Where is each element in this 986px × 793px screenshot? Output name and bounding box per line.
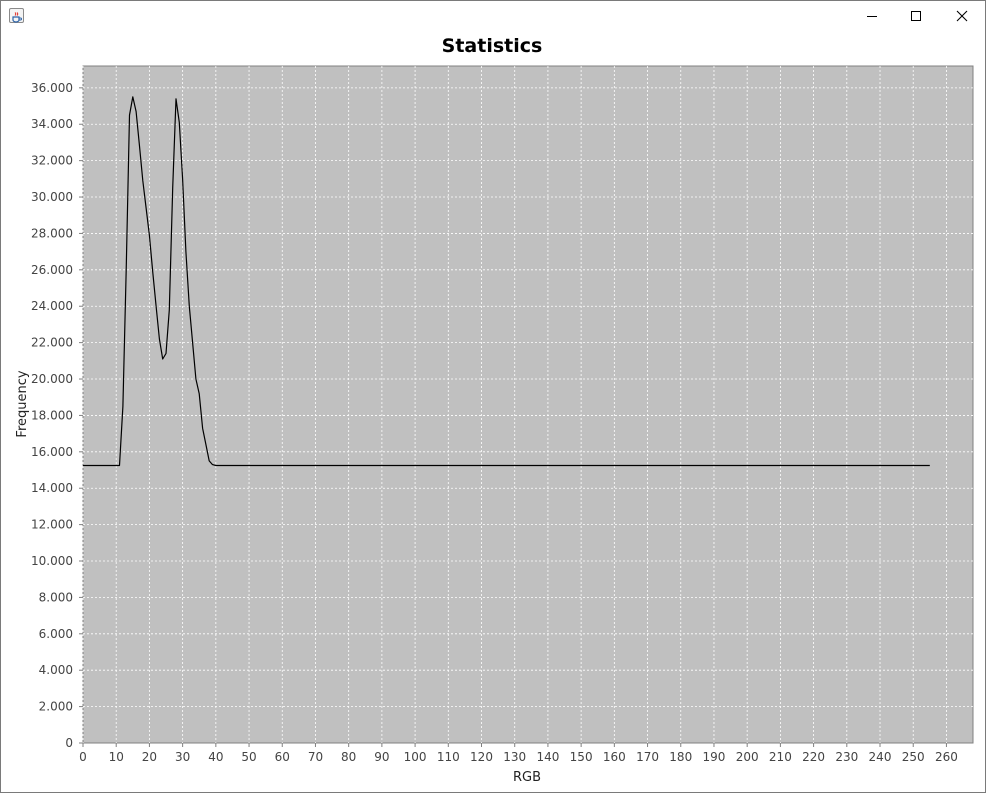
y-axis-label: Frequency bbox=[15, 370, 30, 437]
x-tick-label: 200 bbox=[736, 750, 759, 764]
minimize-button[interactable] bbox=[849, 1, 895, 31]
x-tick-label: 230 bbox=[835, 750, 858, 764]
y-tick-label: 14.000 bbox=[31, 481, 73, 495]
x-tick-label: 50 bbox=[241, 750, 256, 764]
chart-title: Statistics bbox=[442, 35, 543, 57]
minimize-icon bbox=[867, 16, 877, 17]
y-tick-label: 22.000 bbox=[31, 336, 73, 350]
x-tick-label: 130 bbox=[503, 750, 526, 764]
x-tick-label: 260 bbox=[935, 750, 958, 764]
y-tick-label: 32.000 bbox=[31, 154, 73, 168]
x-tick-label: 240 bbox=[869, 750, 892, 764]
java-cup-icon bbox=[9, 8, 24, 23]
y-tick-label: 18.000 bbox=[31, 408, 73, 422]
x-tick-label: 210 bbox=[769, 750, 792, 764]
y-tick-label: 0 bbox=[65, 736, 73, 750]
maximize-icon bbox=[911, 11, 921, 21]
x-tick-label: 250 bbox=[902, 750, 925, 764]
plot-area bbox=[82, 65, 974, 744]
y-tick-label: 34.000 bbox=[31, 117, 73, 131]
x-tick-label: 70 bbox=[308, 750, 323, 764]
x-tick-label: 110 bbox=[437, 750, 460, 764]
y-tick-label: 30.000 bbox=[31, 190, 73, 204]
x-tick-label: 60 bbox=[275, 750, 290, 764]
x-axis-label: RGB bbox=[513, 770, 541, 785]
x-tick-label: 140 bbox=[536, 750, 559, 764]
y-tick-label: 16.000 bbox=[31, 445, 73, 459]
y-tick-label: 28.000 bbox=[31, 226, 73, 240]
x-tick-label: 30 bbox=[175, 750, 190, 764]
x-tick-label: 10 bbox=[109, 750, 124, 764]
x-tick-label: 20 bbox=[142, 750, 157, 764]
x-tick-label: 170 bbox=[636, 750, 659, 764]
y-tick-label: 6.000 bbox=[39, 627, 73, 641]
maximize-button[interactable] bbox=[893, 1, 939, 31]
close-button[interactable] bbox=[939, 1, 985, 31]
x-tick-label: 150 bbox=[570, 750, 593, 764]
x-tick-label: 0 bbox=[79, 750, 87, 764]
close-icon bbox=[956, 10, 968, 22]
series-line bbox=[83, 96, 930, 467]
y-tick-label: 26.000 bbox=[31, 263, 73, 277]
y-tick-label: 2.000 bbox=[39, 700, 73, 714]
y-tick-label: 12.000 bbox=[31, 518, 73, 532]
axis-ticks: 0 10 20 30 40 50 60 70 80 90 100 110 120 130 140 150 160… bbox=[31, 81, 958, 764]
x-tick-label: 220 bbox=[802, 750, 825, 764]
x-tick-label: 190 bbox=[703, 750, 726, 764]
y-tick-label: 10.000 bbox=[31, 554, 73, 568]
grid-lines bbox=[82, 66, 973, 743]
y-tick-label: 8.000 bbox=[39, 590, 73, 604]
y-tick-label: 4.000 bbox=[39, 663, 73, 677]
x-tick-label: 90 bbox=[374, 750, 389, 764]
x-tick-label: 180 bbox=[669, 750, 692, 764]
y-tick-label: 24.000 bbox=[31, 299, 73, 313]
x-tick-label: 120 bbox=[470, 750, 493, 764]
series-layer bbox=[83, 96, 930, 467]
y-tick-label: 20.000 bbox=[31, 372, 73, 386]
x-tick-label: 100 bbox=[404, 750, 427, 764]
y-tick-label: 36.000 bbox=[31, 81, 73, 95]
x-tick-label: 40 bbox=[208, 750, 223, 764]
x-tick-label: 80 bbox=[341, 750, 356, 764]
title-bar[interactable] bbox=[1, 1, 985, 31]
x-tick-label: 160 bbox=[603, 750, 626, 764]
